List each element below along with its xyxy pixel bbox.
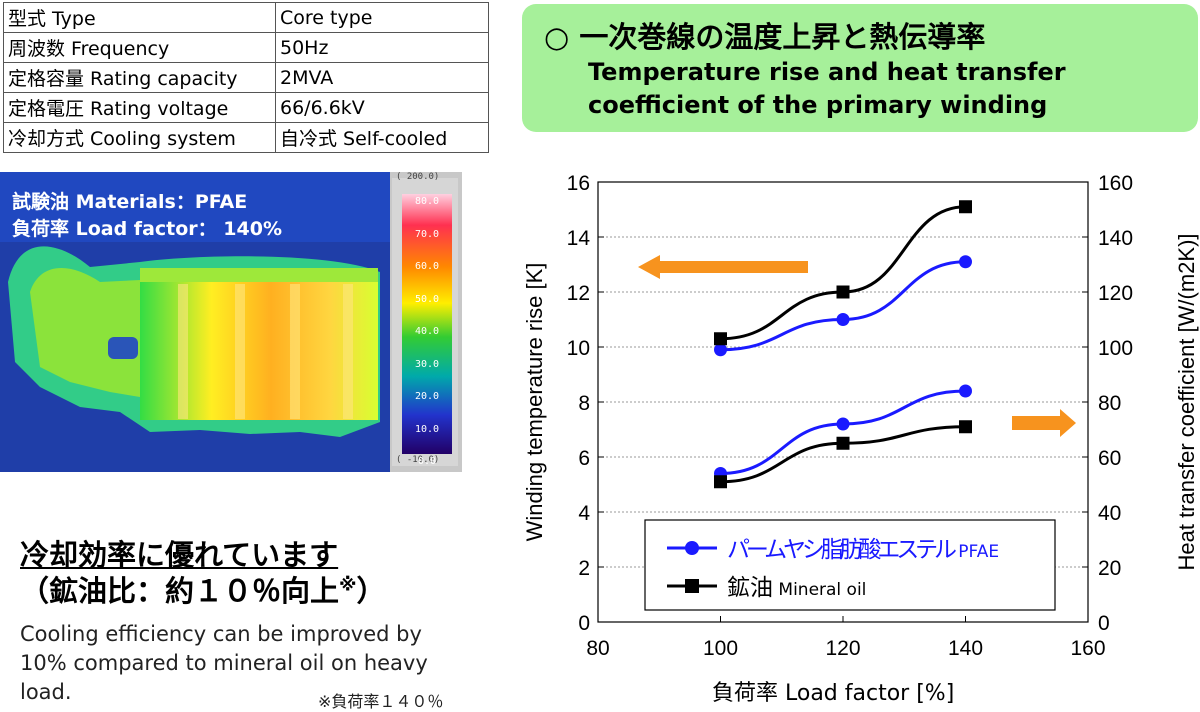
y2-tick-label: 160 bbox=[1098, 172, 1133, 195]
spec-row: 冷却方式 Cooling system 自冷式 Self-cooled bbox=[3, 122, 489, 153]
scale-top-label: ( 200.0) bbox=[396, 172, 440, 182]
scale-tick-label: 50.0 bbox=[414, 293, 440, 305]
x-tick-label: 100 bbox=[703, 637, 738, 660]
legend-label: パームヤシ脂肪酸エステル PFAE bbox=[727, 537, 999, 563]
chart-title-en: Temperature rise and heat transfer coeff… bbox=[588, 56, 1066, 122]
scale-tick-label: 70.0 bbox=[414, 228, 440, 240]
spec-row: 周波数 Frequency 50Hz bbox=[3, 32, 489, 63]
x-tick-label: 160 bbox=[1070, 637, 1105, 660]
summary-heading: 冷却効率に優れています bbox=[20, 538, 339, 572]
y-tick-label: 2 bbox=[578, 557, 590, 580]
spec-label: 定格電圧 Rating voltage bbox=[3, 92, 276, 123]
y-tick-label: 14 bbox=[567, 227, 591, 250]
legend-label-ja: 鉱油 bbox=[727, 575, 773, 601]
data-point bbox=[959, 384, 972, 398]
data-point bbox=[836, 417, 850, 431]
chart-title-en-line2: coefficient of the primary winding bbox=[588, 91, 1048, 119]
thermal-caption: 試験油 Materials：PFAE 負荷率 Load factor： 140% bbox=[12, 189, 282, 243]
legend-label-en: Mineral oil bbox=[773, 580, 866, 600]
y-tick-label: 4 bbox=[578, 502, 590, 525]
chart-title-ja: ○ 一次巻線の温度上昇と熱伝導率 bbox=[544, 20, 986, 54]
y-tick-label: 6 bbox=[578, 447, 590, 470]
data-point bbox=[714, 332, 727, 346]
data-point bbox=[959, 420, 972, 434]
legend-marker bbox=[685, 579, 699, 593]
data-point bbox=[959, 200, 972, 214]
thermal-caption-load: 負荷率 Load factor： 140% bbox=[12, 218, 282, 240]
legend-box bbox=[644, 519, 1056, 611]
chart-title-en-line1: Temperature rise and heat transfer bbox=[588, 58, 1066, 86]
spec-value: 自冷式 Self-cooled bbox=[275, 122, 489, 153]
y-tick-label: 8 bbox=[578, 392, 590, 415]
thermal-image: 試験油 Materials：PFAE 負荷率 Load factor： 140%… bbox=[0, 172, 462, 472]
legend-label-en: PFAE bbox=[953, 542, 999, 562]
scale-tick-label: 0.0 bbox=[417, 456, 437, 467]
spec-label: 定格容量 Rating capacity bbox=[3, 62, 276, 93]
summary-subheading-mark: ※ bbox=[339, 574, 357, 596]
scale-tick-label: 20.0 bbox=[414, 391, 440, 402]
y2-tick-label: 0 bbox=[1098, 612, 1110, 635]
scale-tick-label: 80.0 bbox=[414, 196, 440, 207]
y2-tick-label: 60 bbox=[1098, 447, 1121, 470]
spec-value: 66/6.6kV bbox=[275, 92, 489, 123]
chart-title-box: ○ 一次巻線の温度上昇と熱伝導率 Temperature rise and he… bbox=[522, 4, 1198, 132]
spec-label: 冷却方式 Cooling system bbox=[3, 122, 276, 153]
y2-tick-label: 120 bbox=[1098, 282, 1133, 305]
scale-tick-label: 60.0 bbox=[414, 261, 440, 272]
spec-value: Core type bbox=[275, 2, 489, 33]
spec-row: 定格電圧 Rating voltage 66/6.6kV bbox=[3, 92, 489, 123]
y-tick-label: 16 bbox=[567, 172, 590, 195]
y-axis-label: Winding temperature rise [K] bbox=[522, 263, 547, 542]
y-tick-label: 12 bbox=[567, 282, 590, 305]
legend-label-ja: パームヤシ脂肪酸エステル bbox=[727, 537, 957, 563]
y-tick-label: 0 bbox=[578, 612, 590, 635]
legend-label: 鉱油 Mineral oil bbox=[727, 575, 866, 601]
data-point bbox=[836, 285, 850, 299]
y2-tick-label: 140 bbox=[1098, 227, 1133, 250]
summary-subheading-text: （鉱油比：約１０％向上 bbox=[20, 574, 340, 608]
spec-table: 型式 Type Core type 周波数 Frequency 50Hz 定格容量 Ra… bbox=[3, 2, 489, 153]
spec-row: 型式 Type Core type bbox=[3, 2, 489, 33]
spec-value: 2MVA bbox=[275, 62, 489, 93]
series-line-pfae-right bbox=[720, 260, 966, 352]
y2-tick-label: 100 bbox=[1098, 337, 1133, 360]
series-line-mineral-oil-left bbox=[720, 425, 966, 484]
scale-tick-label: 30.0 bbox=[414, 358, 440, 370]
scale-tick-label: 10.0 bbox=[414, 423, 440, 435]
data-point bbox=[836, 313, 850, 326]
data-point bbox=[714, 343, 727, 357]
y2-axis-label: Heat transfer coefficient [W/(m2K)] bbox=[1174, 233, 1199, 570]
spec-label: 周波数 Frequency bbox=[3, 32, 276, 63]
x-tick-label: 120 bbox=[825, 637, 860, 660]
y2-tick-label: 80 bbox=[1098, 392, 1121, 415]
summary-subheading-close: ） bbox=[356, 574, 386, 608]
spec-row: 定格容量 Rating capacity 2MVA bbox=[3, 62, 489, 93]
summary-subheading: （鉱油比：約１０％向上※） bbox=[20, 568, 386, 610]
scale-bottom-label: ( -10.0) bbox=[396, 455, 440, 465]
y2-tick-label: 40 bbox=[1098, 502, 1121, 525]
line-chart: 80 100 120 140 16002468101214160204060801001… bbox=[522, 172, 1199, 706]
summary-footnote: ※負荷率１４０％ bbox=[318, 692, 444, 711]
scale-tick-label: 40.0 bbox=[414, 326, 440, 337]
data-point bbox=[836, 436, 850, 450]
y2-tick-label: 20 bbox=[1098, 557, 1121, 580]
spec-label: 型式 Type bbox=[3, 2, 276, 33]
x-tick-label: 80 bbox=[586, 637, 609, 660]
legend-marker bbox=[685, 541, 699, 555]
arrow-left-axis bbox=[638, 255, 808, 279]
thermal-caption-material: 試験油 Materials：PFAE bbox=[12, 191, 248, 213]
y-tick-label: 10 bbox=[567, 337, 590, 360]
data-point bbox=[959, 255, 972, 269]
spec-value: 50Hz bbox=[275, 32, 489, 63]
thermal-picture bbox=[0, 172, 458, 472]
summary-description: Cooling efficiency can be improved by 10… bbox=[20, 622, 428, 704]
arrow-right-axis bbox=[1012, 409, 1076, 437]
data-point bbox=[714, 475, 727, 489]
x-tick-label: 140 bbox=[948, 637, 983, 660]
series-line-pfae-left bbox=[720, 389, 966, 475]
x-axis-label: 負荷率 Load factor [%] bbox=[712, 681, 954, 706]
